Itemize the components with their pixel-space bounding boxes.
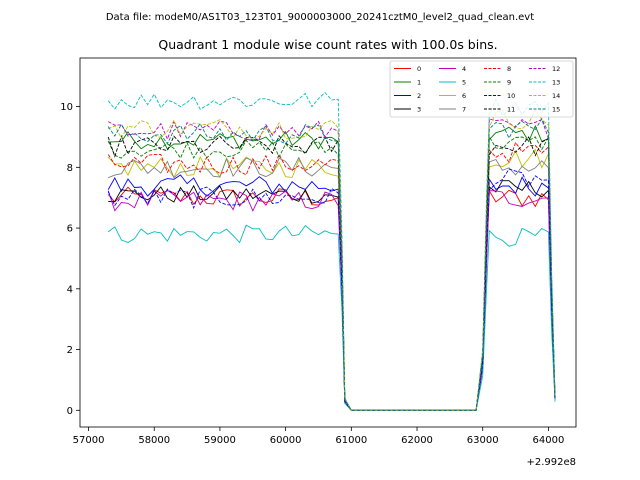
y-axis: 0 2 4 6 8 10: [60, 102, 80, 417]
legend-label-4: 4: [462, 65, 466, 73]
legend-label-2: 2: [417, 92, 421, 100]
y-tick-label: 10: [60, 102, 73, 113]
legend-label-11: 11: [507, 106, 515, 114]
x-axis: 57000 58000 59000 60000 61000 62000 63000 64000: [73, 427, 565, 446]
y-tick-label: 6: [67, 224, 73, 235]
legend-label-3: 3: [417, 106, 421, 114]
series-line-10: [107, 168, 556, 411]
x-tick-label: 64000: [533, 435, 565, 446]
legend-label-13: 13: [552, 79, 560, 87]
chart-title: Quadrant 1 module wise count rates with …: [158, 37, 497, 52]
legend-label-8: 8: [507, 65, 511, 73]
y-tick-label: 4: [67, 284, 73, 295]
x-tick-label: 62000: [401, 435, 433, 446]
series-lines: [107, 91, 556, 411]
x-tick-label: 61000: [335, 435, 367, 446]
series-line-12: [107, 118, 556, 411]
y-tick-label: 8: [67, 163, 73, 174]
x-tick-label: 58000: [138, 435, 170, 446]
series-line-11: [107, 134, 556, 411]
x-tick-label: 63000: [467, 435, 499, 446]
series-line-13: [107, 91, 556, 411]
legend-label-0: 0: [417, 65, 421, 73]
legend-label-12: 12: [552, 65, 560, 73]
figure-suptitle: Data file: modeM0/AS1T03_123T01_90000030…: [106, 12, 534, 23]
series-line-2: [107, 174, 556, 411]
legend-label-5: 5: [462, 79, 466, 87]
legend-label-7: 7: [462, 106, 466, 114]
legend-label-14: 14: [552, 92, 560, 100]
x-offset-label: +2.992e8: [526, 457, 576, 468]
series-line-9: [107, 135, 556, 411]
x-tick-label: 57000: [73, 435, 105, 446]
x-tick-label: 60000: [270, 435, 302, 446]
series-line-5: [107, 224, 556, 411]
legend-label-10: 10: [507, 92, 515, 100]
plot-area: 57000 58000 59000 60000 61000 62000 63000 64000…: [60, 57, 577, 468]
series-line-8: [107, 141, 556, 411]
y-tick-label: 0: [67, 406, 73, 417]
series-line-15: [107, 117, 556, 411]
legend-label-6: 6: [462, 92, 466, 100]
axes-background: [80, 58, 576, 427]
x-tick-label: 59000: [204, 435, 236, 446]
legend-label-1: 1: [417, 79, 421, 87]
series-line-6: [107, 148, 556, 411]
legend-label-9: 9: [507, 79, 511, 87]
legend-frame: [389, 60, 574, 118]
series-line-3: [108, 180, 556, 411]
legend-label-15: 15: [552, 106, 560, 114]
axes-frame: [79, 57, 577, 428]
y-tick-label: 2: [67, 345, 73, 356]
series-line-1: [108, 124, 556, 411]
